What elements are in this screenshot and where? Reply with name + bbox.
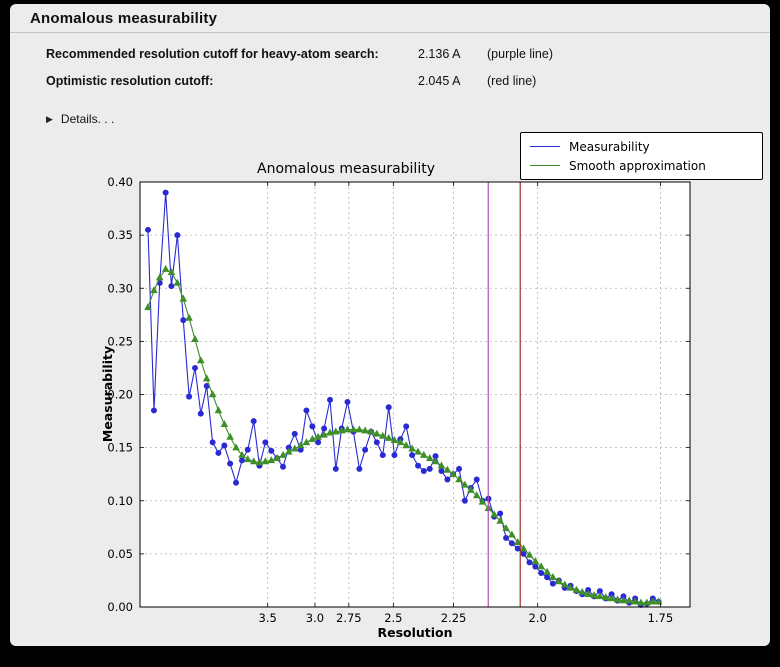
chart-legend: Measurability Smooth approximation xyxy=(520,132,763,180)
optimistic-cutoff-value: 2.045 A xyxy=(418,74,461,88)
anomalous-measurability-panel: Anomalous measurability Recommended reso… xyxy=(10,4,770,646)
legend-entry-measurability: Measurability xyxy=(530,137,754,156)
chart-title: Anomalous measurability xyxy=(257,161,435,177)
svg-text:1.75: 1.75 xyxy=(648,611,674,625)
svg-text:0.25: 0.25 xyxy=(107,334,133,348)
recommended-cutoff-note: (purple line) xyxy=(487,47,554,61)
svg-text:0.30: 0.30 xyxy=(107,281,133,295)
legend-label-smooth-approximation: Smooth approximation xyxy=(569,158,706,173)
tick-labels: 3.5 3.0 2.75 2.5 2.25 2.0 1.75 0.00 0.05 0.10 0.15… xyxy=(107,175,673,625)
optimistic-cutoff-label: Optimistic resolution cutoff: xyxy=(46,74,214,88)
panel-title: Anomalous measurability xyxy=(30,9,218,27)
legend-entry-smooth-approximation: Smooth approximation xyxy=(530,156,754,175)
recommended-cutoff-label: Recommended resolution cutoff for heavy-… xyxy=(46,47,379,61)
panel-header: Anomalous measurability xyxy=(10,4,770,33)
svg-text:2.0: 2.0 xyxy=(529,611,547,625)
svg-text:0.20: 0.20 xyxy=(107,388,133,402)
cutoff-info: Recommended resolution cutoff for heavy-… xyxy=(10,33,770,90)
details-toggle[interactable]: ▶ Details. . . xyxy=(46,112,114,126)
svg-text:0.15: 0.15 xyxy=(107,441,133,455)
tick-marks xyxy=(140,181,690,608)
svg-text:0.00: 0.00 xyxy=(107,600,133,614)
svg-text:2.5: 2.5 xyxy=(384,611,402,625)
svg-text:2.75: 2.75 xyxy=(336,611,362,625)
details-label: Details. . . xyxy=(60,112,115,126)
optimistic-cutoff-row: Optimistic resolution cutoff: 2.045 A (r… xyxy=(46,73,770,90)
svg-text:3.5: 3.5 xyxy=(259,611,277,625)
svg-text:0.35: 0.35 xyxy=(107,228,133,242)
chart-figure: Anomalous measurability Resolution Measu… xyxy=(100,137,715,643)
legend-label-measurability: Measurability xyxy=(569,139,650,154)
smooth-approximation-line-sample xyxy=(530,165,560,166)
y-axis-label: Measurability xyxy=(100,346,115,442)
svg-text:0.10: 0.10 xyxy=(107,494,133,508)
disclosure-triangle-icon: ▶ xyxy=(46,113,53,124)
svg-text:3.0: 3.0 xyxy=(306,611,324,625)
optimistic-cutoff-note: (red line) xyxy=(487,74,537,88)
svg-text:0.05: 0.05 xyxy=(107,547,133,561)
x-axis-label: Resolution xyxy=(377,625,452,640)
measurability-line-sample xyxy=(530,146,560,147)
recommended-cutoff-value: 2.136 A xyxy=(418,47,461,61)
svg-text:0.40: 0.40 xyxy=(107,175,133,189)
recommended-cutoff-row: Recommended resolution cutoff for heavy-… xyxy=(46,46,770,63)
svg-text:2.25: 2.25 xyxy=(441,611,467,625)
measurability-chart: Anomalous measurability Resolution Measu… xyxy=(100,161,691,640)
series-markers-smooth-approximation xyxy=(144,264,663,606)
